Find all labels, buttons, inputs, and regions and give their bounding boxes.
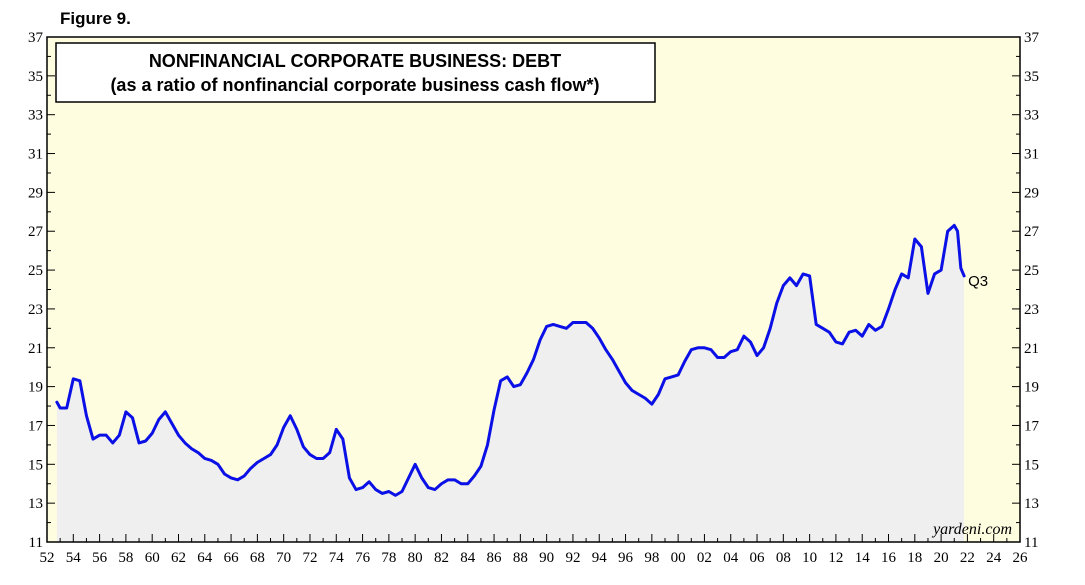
chart-title: NONFINANCIAL CORPORATE BUSINESS: DEBT	[149, 51, 561, 71]
credit-yardeni: yardeni.com	[931, 521, 1012, 538]
plot-frame	[46, 36, 1021, 543]
y-tick-label-right: 29	[1024, 185, 1039, 201]
x-tick-label: 26	[1013, 550, 1029, 566]
x-tick-label: 92	[565, 550, 580, 566]
x-tick-label: 60	[145, 550, 160, 566]
x-tick-label: 78	[381, 550, 396, 566]
x-tick-label: 98	[644, 550, 659, 566]
x-tick-label: 22	[960, 550, 975, 566]
figure-label: Figure 9.	[60, 9, 131, 28]
y-tick-label-right: 13	[1024, 496, 1039, 512]
x-tick-label: 14	[855, 550, 871, 566]
x-tick-label: 80	[408, 550, 423, 566]
y-tick-label-right: 27	[1024, 224, 1040, 240]
x-tick-label: 90	[539, 550, 554, 566]
y-tick-label-right: 37	[1024, 30, 1040, 46]
y-tick-label-left: 11	[29, 535, 43, 551]
y-tick-label-left: 27	[28, 224, 44, 240]
x-tick-label: 84	[460, 550, 476, 566]
x-tick-label: 82	[434, 550, 449, 566]
y-tick-label-right: 33	[1024, 108, 1039, 124]
series-line-debt-ratio	[55, 223, 966, 497]
y-axis-left-labels: 11 13 15 17 19 21 23 25 27 29 31 33 35 37	[28, 30, 44, 551]
y-tick-label-left: 17	[28, 418, 44, 434]
x-tick-label: 54	[66, 550, 82, 566]
y-tick-label-right: 23	[1024, 302, 1039, 318]
x-tick-label: 04	[723, 550, 739, 566]
x-tick-label: 02	[697, 550, 712, 566]
x-tick-label: 20	[934, 550, 949, 566]
chart-subtitle: (as a ratio of nonfinancial corporate bu…	[110, 75, 599, 95]
y-tick-label-right: 11	[1024, 535, 1038, 551]
x-tick-label: 66	[224, 550, 240, 566]
y-tick-label-left: 19	[28, 380, 43, 396]
x-tick-label: 12	[828, 550, 843, 566]
y-tick-label-left: 15	[28, 457, 43, 473]
x-tick-label: 70	[276, 550, 291, 566]
title-box: NONFINANCIAL CORPORATE BUSINESS: DEBT (a…	[55, 42, 656, 103]
y-tick-label-right: 19	[1024, 380, 1039, 396]
x-tick-label: 96	[618, 550, 634, 566]
x-tick-label: 52	[40, 550, 55, 566]
y-tick-label-left: 31	[28, 147, 43, 163]
y-tick-label-right: 25	[1024, 263, 1039, 279]
y-tick-label-left: 35	[28, 69, 43, 85]
x-axis-labels: 52 54 56 58 60 62 64 66 68 70 72 74 76 78 80 82 84 86 88 90…	[40, 550, 1029, 566]
y-tick-label-right: 17	[1024, 418, 1040, 434]
y-tick-label-left: 25	[28, 263, 43, 279]
x-tick-label: 62	[171, 550, 186, 566]
x-tick-label: 86	[487, 550, 503, 566]
x-tick-label: 06	[750, 550, 766, 566]
y-tick-label-left: 37	[28, 30, 44, 46]
y-tick-label-left: 33	[28, 108, 43, 124]
x-tick-label: 18	[907, 550, 922, 566]
x-tick-label: 24	[986, 550, 1002, 566]
y-axis-right-labels: 11 13 15 17 19 21 23 25 27 29 31 33 35 37	[1024, 30, 1040, 551]
y-tick-label-left: 13	[28, 496, 43, 512]
x-tick-label: 68	[250, 550, 265, 566]
x-tick-label: 94	[592, 550, 608, 566]
x-tick-label: 56	[92, 550, 108, 566]
x-tick-label: 00	[671, 550, 686, 566]
x-tick-label: 72	[302, 550, 317, 566]
y-tick-label-right: 31	[1024, 147, 1039, 163]
y-tick-label-right: 15	[1024, 457, 1039, 473]
x-tick-label: 88	[513, 550, 528, 566]
x-tick-label: 58	[118, 550, 133, 566]
y-tick-label-left: 29	[28, 185, 43, 201]
y-tick-label-left: 23	[28, 302, 43, 318]
x-tick-label: 76	[355, 550, 371, 566]
x-tick-label: 74	[329, 550, 345, 566]
x-tick-label: 16	[881, 550, 897, 566]
y-tick-label-left: 21	[28, 341, 43, 357]
x-tick-label: 64	[197, 550, 213, 566]
y-tick-label-right: 35	[1024, 69, 1039, 85]
x-tick-label: 10	[802, 550, 817, 566]
x-tick-label: 08	[776, 550, 791, 566]
y-tick-label-right: 21	[1024, 341, 1039, 357]
end-label-q3: Q3	[968, 273, 988, 290]
